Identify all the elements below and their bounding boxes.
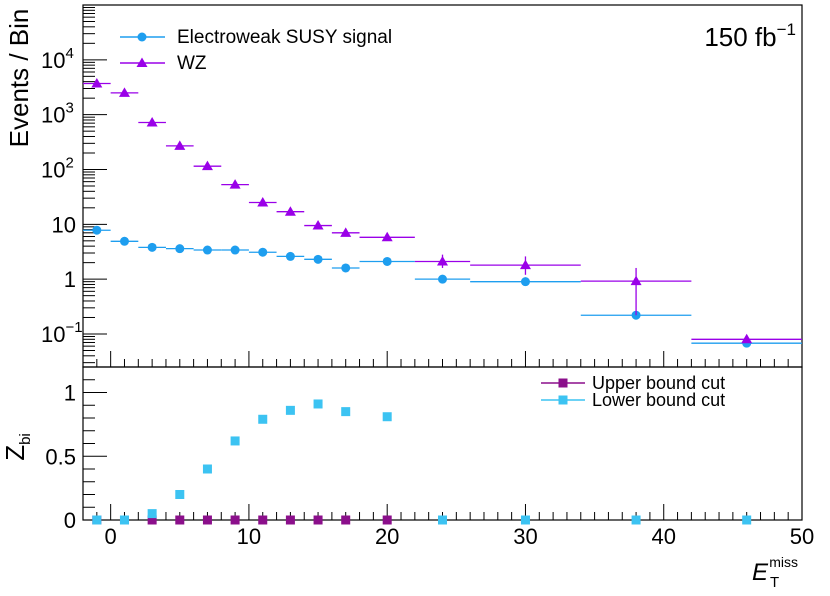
upper-bound-point bbox=[382, 515, 392, 525]
upper-bound-point bbox=[147, 515, 157, 525]
x-tick-label: 0 bbox=[105, 524, 117, 549]
top-y-axis-label: Events / Bin bbox=[4, 9, 34, 148]
x-axis-label: E Tmiss bbox=[752, 554, 798, 591]
wz-point bbox=[91, 78, 103, 88]
wz-point bbox=[146, 116, 158, 127]
wz-point bbox=[229, 179, 241, 189]
signal-point bbox=[175, 244, 185, 254]
signal-point bbox=[285, 251, 295, 261]
upper-bound-point bbox=[285, 515, 295, 525]
legend-upper-label: Upper bound cut bbox=[592, 373, 725, 393]
lower-bound-point bbox=[631, 515, 641, 525]
lower-bound-point bbox=[285, 405, 295, 415]
signal-point bbox=[313, 254, 323, 264]
upper-bound-point bbox=[202, 515, 212, 525]
bottom-y-axis-label: Zbi bbox=[0, 433, 34, 461]
wz-point bbox=[284, 206, 296, 216]
upper-bound-point bbox=[341, 515, 351, 525]
signal-point bbox=[202, 245, 212, 255]
y-tick-label: 10−1 bbox=[41, 319, 83, 347]
lower-bound-point bbox=[341, 407, 351, 417]
wz-point bbox=[257, 197, 269, 207]
x-tick-label: 10 bbox=[237, 524, 261, 549]
upper-bound-point bbox=[313, 515, 323, 525]
top-series bbox=[83, 78, 802, 348]
bottom-panel: 0 10 20 30 40 50 0 0.5 1 Zbi E Tmiss Upper bound … bbox=[0, 366, 814, 591]
signal-point bbox=[520, 277, 530, 287]
top-panel: 10−1 1 10 102 103 104 Events / Bin 150 fb−1 E… bbox=[4, 4, 803, 368]
signal-point bbox=[147, 242, 157, 252]
bottom-legend: Upper bound cut Lower bound cut bbox=[541, 373, 725, 410]
lower-bound-point bbox=[202, 464, 212, 474]
wz-point bbox=[437, 255, 448, 266]
top-legend: Electroweak SUSY signal WZ bbox=[120, 27, 392, 74]
signal-point bbox=[230, 245, 240, 255]
wz-point bbox=[381, 231, 393, 242]
y-tick-label: 103 bbox=[41, 100, 74, 128]
luminosity-annotation: 150 fb−1 bbox=[704, 20, 796, 52]
lower-bound-point bbox=[382, 412, 392, 422]
wz-point bbox=[174, 140, 186, 150]
lower-bound-point bbox=[742, 515, 752, 525]
legend-wz-label: WZ bbox=[177, 53, 207, 74]
lower-bound-point bbox=[175, 490, 185, 499]
upper-bound-point bbox=[258, 515, 268, 525]
y-tick-label: 0.5 bbox=[45, 444, 76, 469]
y-tick-label: 102 bbox=[41, 154, 74, 182]
top-ticks: 10−1 1 10 102 103 104 bbox=[41, 7, 803, 367]
lower-bound-point bbox=[147, 509, 157, 519]
wz-point bbox=[340, 227, 352, 237]
x-tick-label: 30 bbox=[513, 524, 537, 549]
legend-upper-marker bbox=[558, 378, 568, 388]
lower-bound-point bbox=[258, 414, 268, 424]
y-tick-label: 1 bbox=[64, 267, 76, 292]
legend-signal-marker bbox=[137, 32, 147, 42]
signal-point bbox=[382, 256, 392, 266]
x-tick-label: 20 bbox=[375, 524, 399, 549]
wz-point bbox=[118, 87, 130, 97]
upper-bound-point bbox=[175, 515, 185, 525]
y-tick-label: 104 bbox=[41, 45, 74, 73]
wz-point bbox=[312, 220, 324, 230]
signal-point bbox=[119, 236, 129, 246]
signal-point bbox=[341, 263, 351, 273]
x-tick-label: 40 bbox=[651, 524, 675, 549]
lower-bound-point bbox=[92, 515, 102, 525]
wz-point bbox=[630, 275, 642, 286]
lower-bound-point bbox=[313, 399, 323, 409]
legend-wz-marker bbox=[136, 57, 148, 67]
wz-point bbox=[741, 333, 753, 344]
y-tick-label: 1 bbox=[64, 381, 76, 406]
signal-point bbox=[258, 247, 268, 257]
lower-bound-point bbox=[230, 436, 240, 446]
legend-lower-label: Lower bound cut bbox=[592, 390, 725, 410]
bottom-series bbox=[92, 399, 752, 525]
bottom-ticks: 0 10 20 30 40 50 0 0.5 1 bbox=[45, 366, 814, 549]
signal-point bbox=[92, 225, 102, 235]
lower-bound-point bbox=[520, 515, 530, 525]
y-tick-label: 10 bbox=[52, 212, 76, 237]
wz-point bbox=[201, 160, 213, 171]
upper-bound-point bbox=[230, 515, 240, 525]
lower-bound-point bbox=[438, 515, 447, 525]
y-tick-label: 0 bbox=[64, 508, 76, 533]
lower-bound-point bbox=[119, 515, 129, 525]
legend-lower-marker bbox=[558, 395, 568, 405]
x-tick-label: 50 bbox=[790, 524, 814, 549]
legend-signal-label: Electroweak SUSY signal bbox=[177, 27, 392, 48]
signal-point bbox=[438, 274, 447, 284]
wz-point bbox=[519, 259, 531, 270]
